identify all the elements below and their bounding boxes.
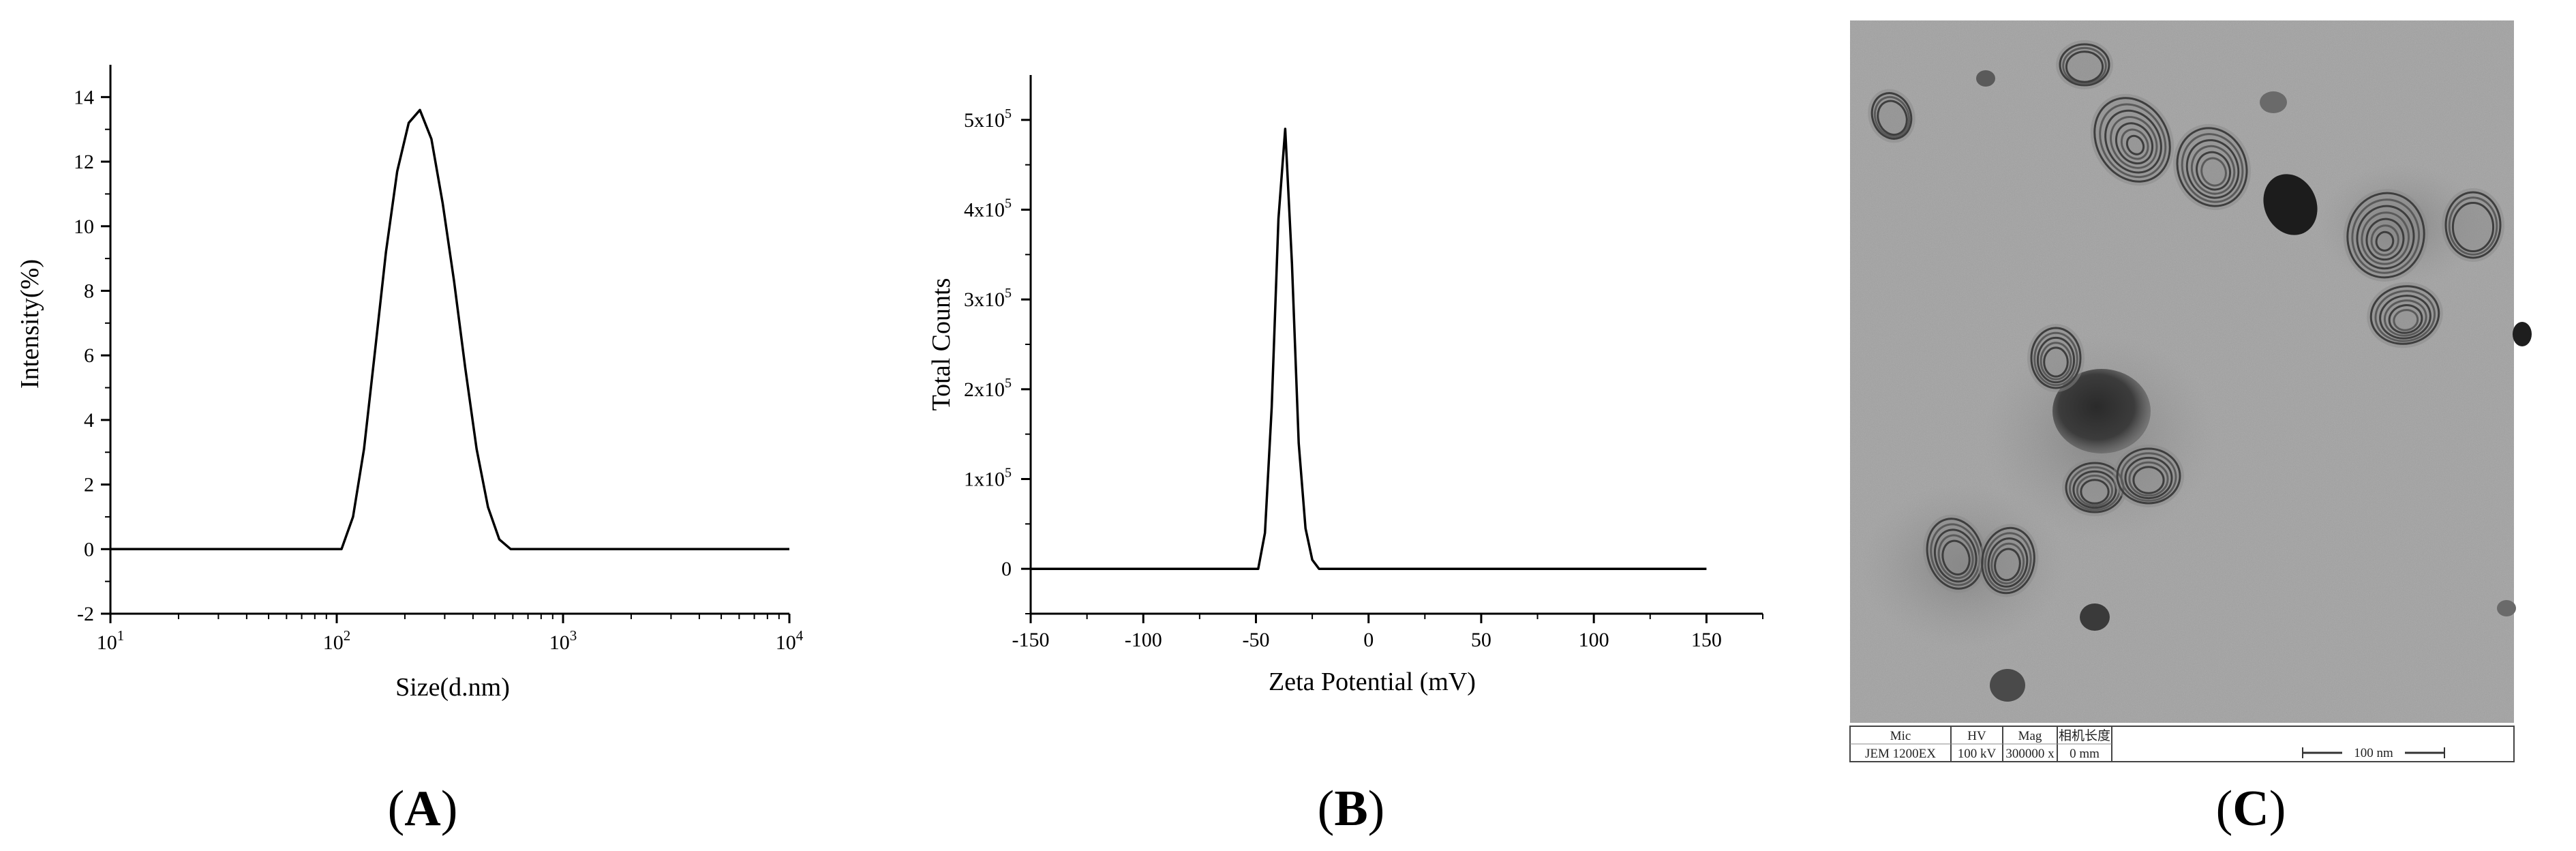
chart-b-y-tick-label: 2x105 <box>964 376 1012 401</box>
chart-b-y-tick-label: 3x105 <box>964 286 1012 311</box>
chart-a: -2 0 2 4 6 8 10 12 14 101 102 103 104 Size(d.nm) In… <box>16 65 804 837</box>
chart-b-y-tick-label: 5x105 <box>964 106 1012 132</box>
chart-b-y-tick-label: 4x105 <box>964 196 1012 222</box>
tem-particle <box>2513 322 2532 346</box>
chart-b-x-tick-label: -150 <box>1012 629 1050 651</box>
chart-a-x-tick-label: 103 <box>549 627 577 654</box>
chart-a-y-tick-label: 4 <box>84 409 94 432</box>
tem-vesicle <box>2367 282 2443 348</box>
tem-value-camera-length: 0 mm <box>2070 747 2100 761</box>
tem-header-hv: HV <box>1967 729 1986 743</box>
chart-b-x-label: Zeta Potential (mV) <box>1269 668 1476 696</box>
chart-a-series-line <box>110 108 789 551</box>
chart-b-x-ticks: -150 -100 -50 0 50 100 150 <box>1012 614 1763 651</box>
panel-label-a: (A) <box>388 781 458 837</box>
panel-label-b: (B) <box>1318 781 1385 837</box>
tem-particle <box>2260 91 2287 113</box>
panel-label-c: (C) <box>2216 781 2286 837</box>
tem-header-camera-length: 相机长度 <box>2059 728 2110 743</box>
tem-scale-bar-label: 100 nm <box>2354 746 2393 760</box>
chart-a-y-label: Intensity(%) <box>16 259 44 389</box>
chart-b: 0 1x105 2x105 3x105 4x105 5x105 -150 -100 -50 0 5… <box>927 75 1763 837</box>
tem-header-mag: Mag <box>2018 729 2042 743</box>
chart-b-x-tick-label: 100 <box>1579 629 1609 651</box>
chart-b-x-tick-label: -50 <box>1242 629 1269 651</box>
chart-a-y-tick-label: 8 <box>84 280 94 302</box>
tem-particle <box>2263 174 2318 235</box>
tem-particle <box>2052 369 2151 453</box>
chart-b-series-line <box>1031 128 1707 570</box>
tem-vesicle <box>2343 189 2429 282</box>
chart-b-y-ticks: 0 1x105 2x105 3x105 4x105 5x105 <box>964 106 1031 614</box>
chart-b-y-tick-label: 1x105 <box>964 466 1012 491</box>
chart-a-y-tick-label: -2 <box>77 603 94 625</box>
chart-a-x-label: Size(d.nm) <box>395 673 510 702</box>
tem-header-mic: Mic <box>1890 729 1911 743</box>
chart-a-y-tick-label: 6 <box>84 344 94 367</box>
chart-a-y-tick-label: 0 <box>84 538 94 561</box>
tem-vesicle <box>2173 123 2251 211</box>
chart-b-y-tick-label: 0 <box>1001 558 1012 580</box>
chart-a-x-tick-label: 104 <box>776 627 804 654</box>
tem-vesicle <box>2027 324 2085 392</box>
chart-b-x-tick-label: 50 <box>1471 629 1491 651</box>
chart-a-y-tick-label: 12 <box>74 151 94 173</box>
chart-a-y-tick-label: 14 <box>74 86 94 108</box>
tem-value-mic: JEM 1200EX <box>1865 747 1936 761</box>
chart-a-x-ticks: 101 102 103 104 <box>97 614 804 654</box>
tem-vesicle <box>1868 89 1915 143</box>
chart-a-x-tick-label: 101 <box>97 627 125 654</box>
tem-value-mag: 300000 x <box>2005 747 2055 761</box>
tem-vesicle <box>2062 459 2127 516</box>
chart-b-x-tick-label: 0 <box>1363 629 1374 651</box>
chart-a-y-ticks: -2 0 2 4 6 8 10 12 14 <box>74 86 110 625</box>
tem-vesicle <box>1978 524 2039 597</box>
tem-particle <box>2080 603 2110 631</box>
chart-a-x-tick-label: 102 <box>323 627 351 654</box>
chart-a-y-tick-label: 2 <box>84 474 94 496</box>
chart-a-y-tick-label: 10 <box>74 215 94 238</box>
tem-vesicle <box>2442 188 2504 262</box>
tem-vesicles <box>1868 40 2504 597</box>
tem-particle <box>2497 600 2516 616</box>
tem-vesicle <box>2090 93 2175 186</box>
chart-b-x-tick-label: 150 <box>1691 629 1722 651</box>
chart-b-y-label: Total Counts <box>927 278 956 411</box>
tem-particle <box>1990 669 2025 702</box>
tem-vesicle <box>2056 40 2113 89</box>
chart-b-x-tick-label: -100 <box>1125 629 1162 651</box>
tem-value-hv: 100 kV <box>1958 747 1997 761</box>
tem-vesicle <box>2113 445 2184 507</box>
tem-particle <box>1976 70 1995 87</box>
tem-micrograph: Mic HV Mag 相机长度 JEM 1200EX 100 kV 300000… <box>1849 20 2532 837</box>
